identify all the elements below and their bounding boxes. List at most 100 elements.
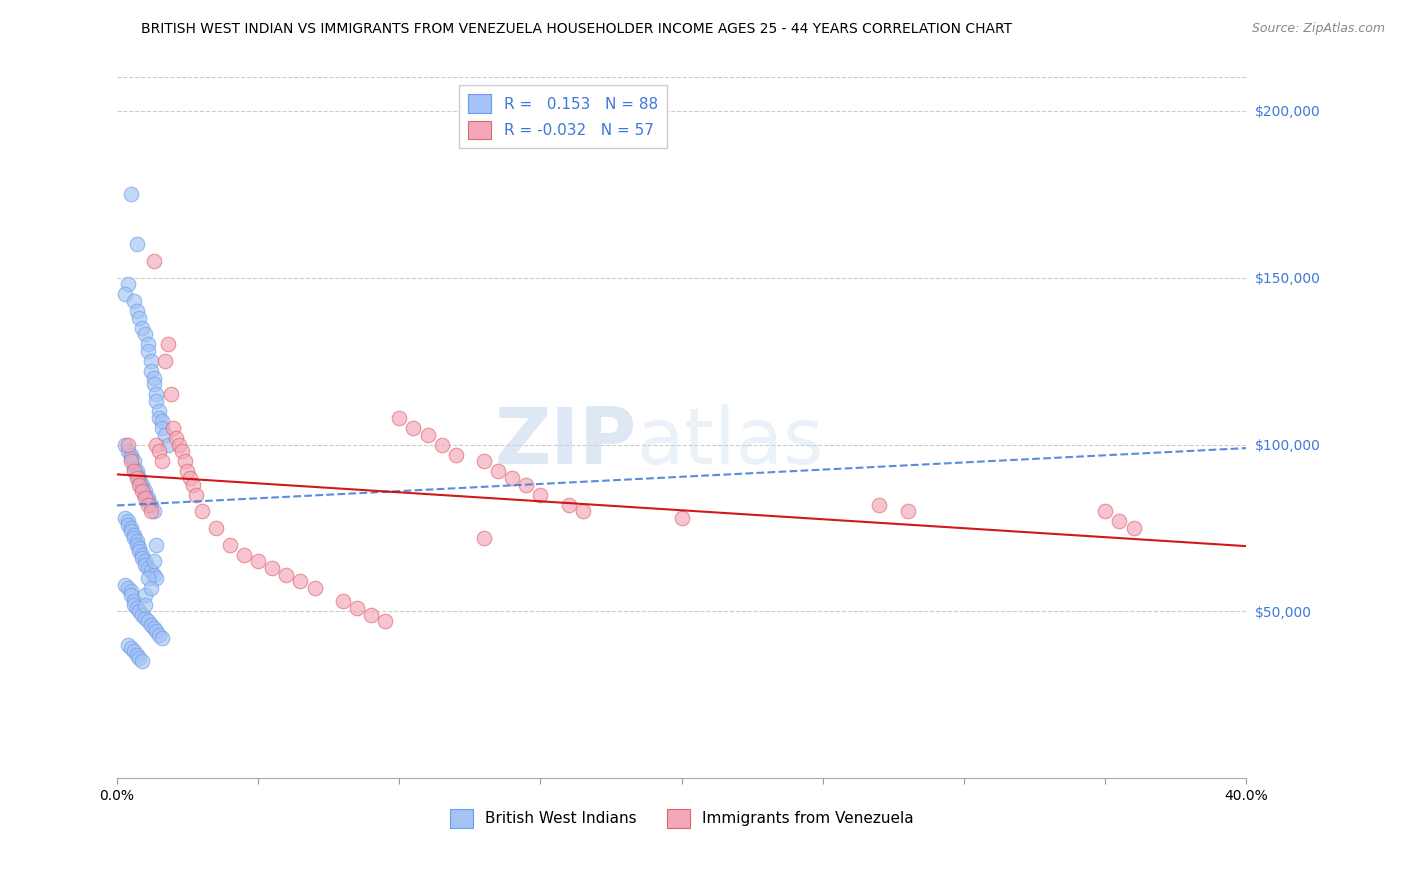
Point bbox=[128, 474, 150, 488]
Point bbox=[114, 511, 136, 525]
Point bbox=[153, 354, 176, 368]
Point bbox=[304, 581, 326, 595]
Point bbox=[290, 574, 312, 589]
Point bbox=[128, 604, 150, 618]
Point bbox=[114, 287, 136, 301]
Point bbox=[136, 615, 159, 629]
Point bbox=[117, 444, 139, 458]
Point bbox=[332, 594, 354, 608]
Point bbox=[134, 484, 156, 499]
Point bbox=[156, 337, 179, 351]
Point bbox=[117, 581, 139, 595]
Point bbox=[515, 477, 537, 491]
Point bbox=[136, 561, 159, 575]
Point bbox=[145, 394, 167, 409]
Point bbox=[120, 588, 142, 602]
Point bbox=[142, 371, 165, 385]
Point bbox=[167, 437, 190, 451]
Point bbox=[131, 477, 153, 491]
Point bbox=[190, 504, 212, 518]
Point bbox=[430, 437, 453, 451]
Point bbox=[125, 467, 148, 482]
Point bbox=[122, 598, 145, 612]
Point bbox=[122, 594, 145, 608]
Point bbox=[139, 364, 162, 378]
Point bbox=[139, 498, 162, 512]
Point bbox=[139, 617, 162, 632]
Point bbox=[150, 631, 173, 645]
Point bbox=[472, 531, 495, 545]
Point bbox=[179, 471, 201, 485]
Point bbox=[1108, 514, 1130, 528]
Point bbox=[122, 454, 145, 468]
Point bbox=[114, 577, 136, 591]
Point bbox=[218, 538, 240, 552]
Point bbox=[120, 450, 142, 465]
Point bbox=[897, 504, 920, 518]
Point bbox=[142, 254, 165, 268]
Point bbox=[122, 461, 145, 475]
Point bbox=[148, 404, 170, 418]
Point bbox=[165, 431, 187, 445]
Point bbox=[131, 481, 153, 495]
Text: atlas: atlas bbox=[637, 404, 824, 480]
Point bbox=[374, 615, 396, 629]
Point bbox=[122, 464, 145, 478]
Point bbox=[136, 491, 159, 505]
Text: Source: ZipAtlas.com: Source: ZipAtlas.com bbox=[1251, 22, 1385, 36]
Point bbox=[134, 558, 156, 572]
Point bbox=[134, 611, 156, 625]
Point bbox=[120, 641, 142, 656]
Point bbox=[134, 588, 156, 602]
Point bbox=[136, 344, 159, 359]
Point bbox=[128, 471, 150, 485]
Point bbox=[360, 607, 382, 622]
Point bbox=[120, 454, 142, 468]
Point bbox=[145, 538, 167, 552]
Point bbox=[150, 454, 173, 468]
Point bbox=[134, 554, 156, 568]
Point bbox=[120, 521, 142, 535]
Point bbox=[128, 310, 150, 325]
Point bbox=[120, 584, 142, 599]
Point bbox=[125, 601, 148, 615]
Point bbox=[184, 487, 207, 501]
Point bbox=[142, 554, 165, 568]
Point bbox=[176, 464, 198, 478]
Point bbox=[444, 448, 467, 462]
Point bbox=[868, 498, 890, 512]
Point bbox=[501, 471, 523, 485]
Point bbox=[131, 548, 153, 562]
Point bbox=[128, 477, 150, 491]
Point bbox=[416, 427, 439, 442]
Point bbox=[128, 541, 150, 555]
Point bbox=[156, 437, 179, 451]
Point bbox=[125, 538, 148, 552]
Point bbox=[122, 527, 145, 541]
Point bbox=[148, 410, 170, 425]
Point bbox=[125, 304, 148, 318]
Point bbox=[150, 421, 173, 435]
Point bbox=[170, 444, 193, 458]
Text: BRITISH WEST INDIAN VS IMMIGRANTS FROM VENEZUELA HOUSEHOLDER INCOME AGES 25 - 44: BRITISH WEST INDIAN VS IMMIGRANTS FROM V… bbox=[141, 22, 1012, 37]
Point bbox=[159, 387, 181, 401]
Point bbox=[131, 320, 153, 334]
Point bbox=[128, 651, 150, 665]
Point bbox=[572, 504, 595, 518]
Point bbox=[131, 655, 153, 669]
Point bbox=[134, 487, 156, 501]
Point bbox=[145, 387, 167, 401]
Point bbox=[388, 410, 411, 425]
Point bbox=[134, 598, 156, 612]
Point bbox=[139, 504, 162, 518]
Point bbox=[142, 621, 165, 635]
Point bbox=[125, 464, 148, 478]
Point bbox=[117, 514, 139, 528]
Point bbox=[472, 454, 495, 468]
Point bbox=[153, 427, 176, 442]
Point bbox=[142, 377, 165, 392]
Point bbox=[120, 448, 142, 462]
Point bbox=[148, 628, 170, 642]
Point bbox=[125, 648, 148, 662]
Point bbox=[139, 581, 162, 595]
